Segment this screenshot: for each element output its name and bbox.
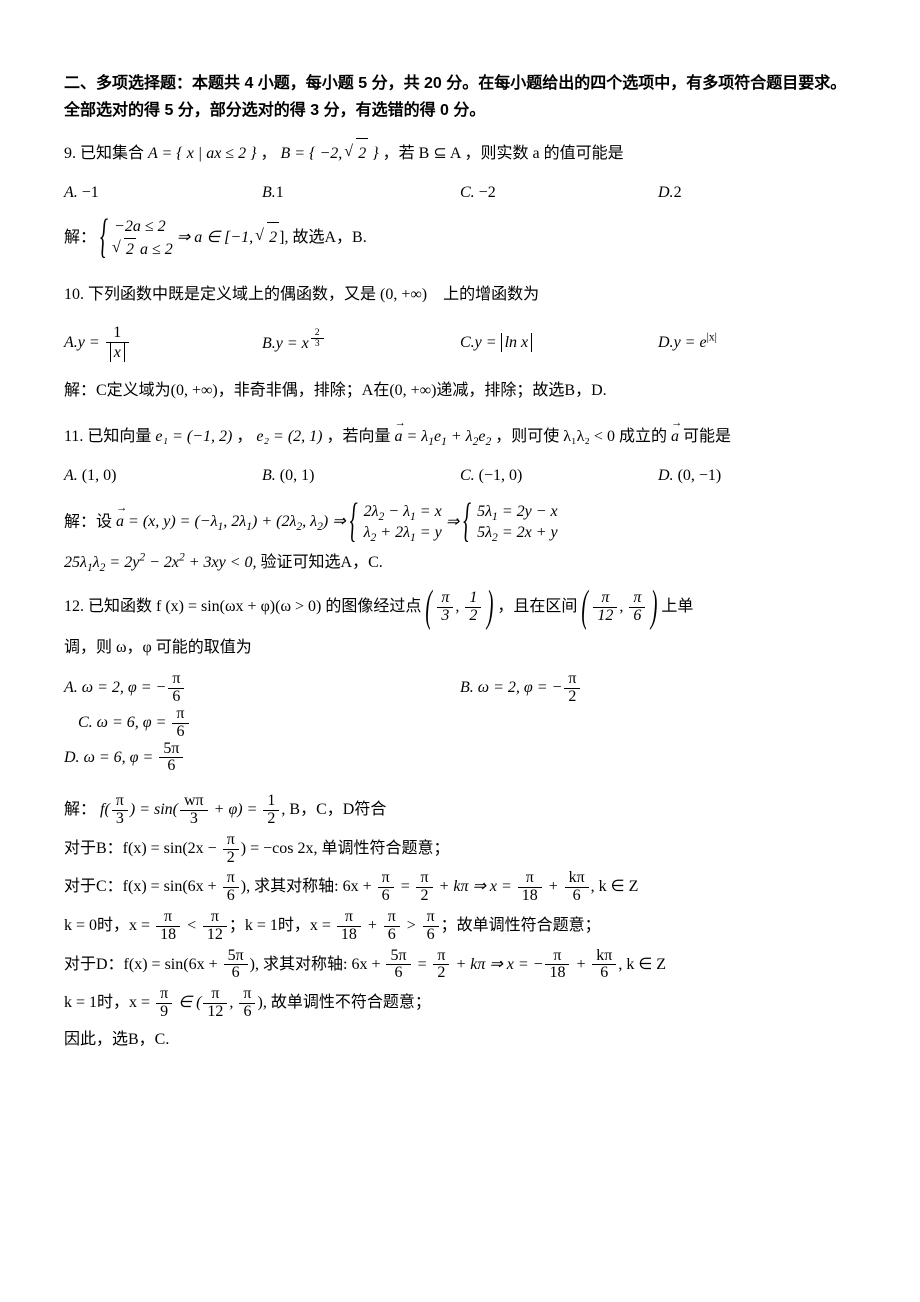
q11-s3: ，若向量 bbox=[326, 428, 394, 445]
q10-opt-b: B.y = x23 bbox=[262, 328, 460, 359]
q11-options: A. (1, 0) B. (0, 1) C. (−1, 0) D. (0, −1… bbox=[64, 461, 856, 491]
q12-sol-c1: 对于C：f(x) = sin(6x + π6), 求其对称轴: 6x + π6 … bbox=[64, 870, 856, 905]
q10-stem: 10. 下列函数中既是定义域上的偶函数，又是 (0, +∞) 上的增函数为 bbox=[64, 280, 856, 310]
question-10: 10. 下列函数中既是定义域上的偶函数，又是 (0, +∞) 上的增函数为 A.… bbox=[64, 280, 856, 406]
q11-sol-1: 解：设 a = (x, y) = (−λ1, 2λ1) + (2λ2, λ2) … bbox=[64, 501, 856, 544]
q12-s2: ，且在区间 bbox=[497, 598, 577, 615]
q11-s4: ，则可使 λ₁λ₂ < 0 成立的 bbox=[495, 428, 671, 445]
q11-sol-2: 25λ1λ2 = 2y2 − 2x2 + 3xy < 0, 验证可知选A，C. bbox=[64, 548, 856, 578]
q9-opt-b: B.1 bbox=[262, 178, 460, 208]
question-11: 11. 已知向量 e₁ = (−1, 2) ， e₂ = (2, 1) ，若向量… bbox=[64, 422, 856, 578]
q12-interval: π12, π6 bbox=[581, 590, 657, 625]
q10-solution: 解：C定义域为(0, +∞)，非奇非偶，排除；A在(0, +∞)递减，排除；故选… bbox=[64, 376, 856, 406]
q9-s2: ， bbox=[260, 145, 276, 162]
q12-number: 12. bbox=[64, 598, 84, 615]
q11-s5: 可能是 bbox=[683, 428, 731, 445]
q12-sol-c2: k = 0时，x = π18 < π12；k = 1时，x = π18 + π6… bbox=[64, 909, 856, 944]
question-12: 12. 已知函数 f (x) = sin(ωx + φ)(ω > 0) 的图像经… bbox=[64, 590, 856, 1055]
q11-opt-c: C. (−1, 0) bbox=[460, 461, 658, 491]
q10-options: A.y = 1x B.y = x23 C.y = ln x D.y = e|x| bbox=[64, 325, 856, 362]
q9-B1: B = { −2, bbox=[281, 145, 347, 162]
q9-s3: ，若 B ⊆ A ，则实数 a 的值可能是 bbox=[383, 145, 624, 162]
q11-s2: ， bbox=[236, 428, 252, 445]
q9-Bsqrt: 2 bbox=[346, 138, 368, 169]
q12-sol-d2: k = 1时，x = π9 ∈ (π12, π6), 故单调性不符合题意； bbox=[64, 986, 856, 1021]
q10-opt-a: A.y = 1x bbox=[64, 325, 262, 362]
q11-stem: 11. 已知向量 e₁ = (−1, 2) ， e₂ = (2, 1) ，若向量… bbox=[64, 422, 856, 452]
q12-stem: 12. 已知函数 f (x) = sin(ωx + φ)(ω > 0) 的图像经… bbox=[64, 590, 856, 625]
q11-opt-d: D. (0, −1) bbox=[658, 461, 856, 491]
q10-opt-c: C.y = ln x bbox=[460, 328, 658, 358]
q10-text: 下列函数中既是定义域上的偶函数，又是 (0, +∞) 上的增函数为 bbox=[88, 286, 539, 303]
q9-number: 9. bbox=[64, 145, 76, 162]
q10-opt-d: D.y = e|x| bbox=[658, 328, 856, 358]
q9-A: A = { x | ax ≤ 2 } bbox=[148, 145, 256, 162]
q9-opt-c: C. −2 bbox=[460, 178, 658, 208]
q9-sol-tail: ], 故选A，B. bbox=[279, 229, 367, 246]
q11-opt-b: B. (0, 1) bbox=[262, 461, 460, 491]
q12-s1: 已知函数 f (x) = sin(ωx + φ)(ω > 0) 的图像经过点 bbox=[88, 598, 421, 615]
q11-opt-a: A. (1, 0) bbox=[64, 461, 262, 491]
q12-options: A. ω = 2, φ = −π6 B. ω = 2, φ = −π2 C. ω… bbox=[64, 671, 856, 775]
q9-solution: 解： −2a ≤ 2 2 a ≤ 2 ⇒ a ∈ [−1, 2], 故选A，B. bbox=[64, 216, 856, 260]
q9-sol-sqrt: 2 bbox=[257, 222, 279, 253]
q12-s3: 上单 bbox=[661, 598, 693, 615]
q9-opt-a: A. −1 bbox=[64, 178, 262, 208]
q12-opt-b: B. ω = 2, φ = −π2 bbox=[460, 671, 856, 706]
question-9: 9. 已知集合 A = { x | ax ≤ 2 } ， B = { −2, 2… bbox=[64, 138, 856, 260]
q11-e2: e₂ = (2, 1) bbox=[256, 428, 322, 445]
q9-sol-brace: −2a ≤ 2 2 a ≤ 2 bbox=[100, 216, 173, 260]
q11-number: 11. bbox=[64, 428, 83, 445]
q12-sol-0: 解： f(π3) = sin(wπ3 + φ) = 12, B，C，D符合 bbox=[64, 793, 856, 828]
q12-sol-b: 对于B：f(x) = sin(2x − π2) = −cos 2x, 单调性符合… bbox=[64, 832, 856, 867]
q11-vec-a1: a bbox=[395, 422, 403, 452]
q12-opt-c: C. ω = 6, φ = π6 bbox=[64, 706, 474, 741]
q12-opt-a: A. ω = 2, φ = −π6 bbox=[64, 671, 460, 706]
q12-sol-d1: 对于D：f(x) = sin(6x + 5π6), 求其对称轴: 6x + 5π… bbox=[64, 948, 856, 983]
q12-opt-d: D. ω = 6, φ = 5π6 bbox=[64, 741, 460, 776]
q11-vec-a2: a bbox=[671, 422, 679, 452]
q11-e1: e₁ = (−1, 2) bbox=[155, 428, 232, 445]
q12-stem2: 调，则 ω，φ 可能的取值为 bbox=[64, 633, 856, 663]
q9-sol-arrow: ⇒ a ∈ [−1, bbox=[177, 229, 257, 246]
q9-s1: 已知集合 bbox=[80, 145, 148, 162]
q12-point: π3, 12 bbox=[425, 590, 493, 625]
q9-options: A. −1 B.1 C. −2 D.2 bbox=[64, 178, 856, 208]
q11-aexpr: = λ1e1 + λ2e2 bbox=[403, 428, 492, 445]
section-header: 二、多项选择题：本题共 4 小题，每小题 5 分，共 20 分。在每小题给出的四… bbox=[64, 70, 856, 124]
q9-B2: } bbox=[368, 145, 378, 162]
q11-s1: 已知向量 bbox=[87, 428, 155, 445]
q9-stem: 9. 已知集合 A = { x | ax ≤ 2 } ， B = { −2, 2… bbox=[64, 138, 856, 169]
q9-opt-d: D.2 bbox=[658, 178, 856, 208]
q9-sol-lead: 解： bbox=[64, 229, 96, 246]
q12-sol-final: 因此，选B，C. bbox=[64, 1025, 856, 1055]
q10-number: 10. bbox=[64, 286, 84, 303]
